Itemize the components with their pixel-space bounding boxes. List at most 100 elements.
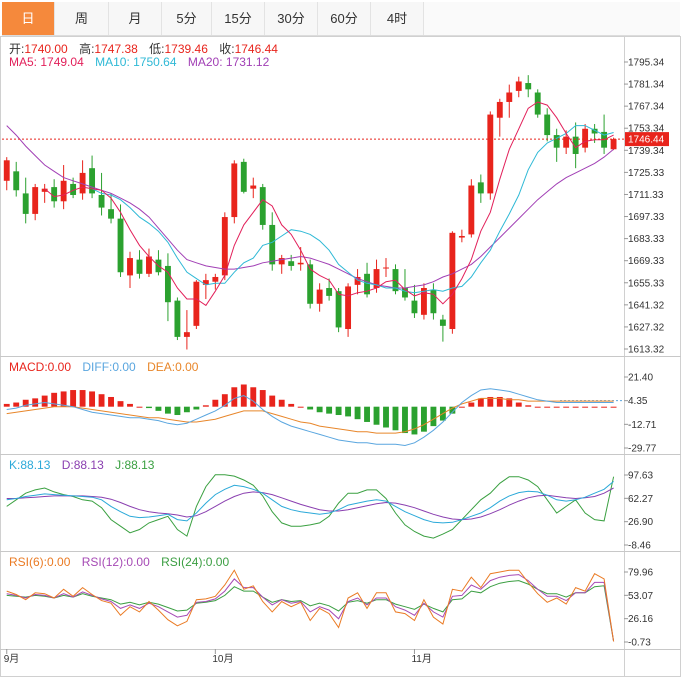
- tab-30min[interactable]: 30分: [265, 2, 318, 35]
- axis-tick-label: -12.71: [628, 420, 657, 431]
- macd-bar: [3, 403, 10, 407]
- candle-body: [326, 288, 333, 296]
- tab-5min[interactable]: 5分: [162, 2, 212, 35]
- macd-bar: [202, 405, 209, 407]
- candle-body: [439, 319, 446, 326]
- candle: [468, 179, 475, 238]
- price-tick-label: 1711.33: [628, 190, 664, 201]
- candle: [354, 269, 361, 295]
- candle: [335, 288, 342, 333]
- candle-body: [591, 128, 598, 134]
- candle: [402, 269, 408, 301]
- candle-body: [430, 289, 437, 314]
- macd-legend: MACD:0.00 DIFF:0.00 DEA:0.00: [9, 360, 206, 374]
- candle: [259, 183, 266, 230]
- axis-tick-label: 79.96: [628, 568, 653, 579]
- candle-body: [345, 286, 352, 330]
- macd-bar: [307, 406, 314, 410]
- macd-bar: [155, 406, 162, 411]
- candle-body: [449, 232, 456, 330]
- candle: [32, 183, 39, 221]
- candle-body: [202, 280, 209, 285]
- tab-day[interactable]: 日: [2, 2, 55, 35]
- candle-body: [32, 187, 39, 214]
- candle-body: [79, 172, 86, 194]
- candle-body: [250, 185, 257, 189]
- x-tick-label: 11月: [411, 653, 431, 665]
- candle-body: [269, 224, 276, 265]
- candle: [89, 155, 96, 199]
- candle-body: [364, 273, 370, 295]
- ma5-legend: MA5: 1749.04: [9, 55, 84, 69]
- tab-60min[interactable]: 60分: [318, 2, 371, 35]
- dea-line: [6, 397, 614, 434]
- macd-bar: [515, 402, 522, 407]
- macd-bar: [98, 394, 105, 407]
- candle: [164, 253, 171, 322]
- candle-body: [515, 81, 522, 91]
- macd-bar: [70, 390, 77, 407]
- candle-body: [41, 188, 48, 192]
- macd-bar: [193, 406, 200, 410]
- axis-tick-label: -8.46: [628, 541, 651, 552]
- tab-15min[interactable]: 15分: [212, 2, 265, 35]
- macd-bar: [326, 406, 333, 414]
- candle: [307, 259, 314, 309]
- high-value: 高:1747.38: [79, 42, 138, 56]
- price-tick-label: 1781.34: [628, 80, 665, 91]
- macd-bar: [610, 406, 617, 408]
- macd-bar: [544, 406, 551, 408]
- candle: [41, 183, 48, 203]
- candle: [250, 177, 257, 199]
- candle-body: [506, 92, 513, 102]
- macd-bar: [458, 406, 465, 408]
- candle-body: [183, 332, 190, 337]
- candle: [477, 174, 484, 203]
- candle-body: [468, 185, 475, 235]
- candle-body: [3, 160, 10, 181]
- candle-body: [458, 235, 465, 238]
- macd-bar: [335, 406, 342, 416]
- d-legend-value: D:88.13: [61, 458, 104, 472]
- candle-body: [13, 171, 20, 191]
- rsi12-line: [6, 574, 615, 642]
- d-line: [6, 487, 614, 521]
- rsi24-line: [6, 580, 615, 642]
- candle-body: [354, 276, 361, 285]
- candle: [420, 283, 427, 320]
- tab-month[interactable]: 月: [109, 2, 162, 35]
- macd-legend-value: MACD:0.00: [9, 360, 72, 374]
- macd-bar: [127, 403, 133, 407]
- candle: [373, 259, 380, 293]
- candle: [3, 157, 10, 191]
- open-value: 开:1740.00: [9, 42, 68, 56]
- last-price-label: 1746.44: [628, 135, 665, 146]
- tab-4hour[interactable]: 4时: [371, 2, 424, 35]
- macd-bar: [591, 406, 598, 408]
- candle: [544, 108, 551, 142]
- candle: [458, 229, 465, 243]
- macd-bar: [525, 405, 532, 407]
- macd-bar: [269, 395, 276, 407]
- ma10-legend: MA10: 1750.64: [95, 55, 177, 69]
- candle-body: [146, 256, 152, 274]
- price-tick-label: 1627.32: [628, 322, 665, 333]
- candle: [136, 250, 143, 279]
- candle: [392, 264, 399, 295]
- candle: [155, 250, 162, 276]
- macd-bar: [89, 391, 96, 407]
- ma5-line: [44, 101, 614, 307]
- ma20-line: [6, 125, 614, 289]
- macd-bar: [430, 406, 437, 427]
- tab-week[interactable]: 周: [55, 2, 109, 35]
- macd-bar: [288, 403, 295, 407]
- price-tick-label: 1613.32: [628, 345, 665, 356]
- x-tick-label: 10月: [212, 653, 233, 665]
- candle: [146, 248, 152, 277]
- candle-body: [221, 217, 228, 276]
- axis-tick-label: 97.63: [628, 471, 653, 482]
- macd-bar: [174, 406, 181, 416]
- candle-body: [174, 300, 181, 337]
- candle-body: [108, 209, 114, 219]
